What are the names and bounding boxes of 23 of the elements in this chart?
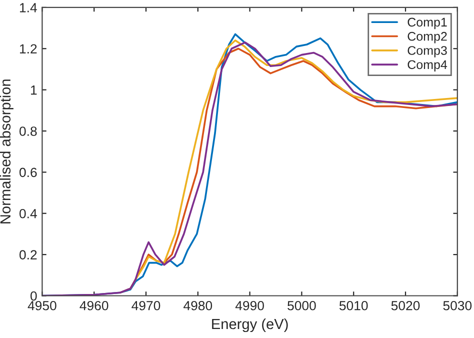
x-axis-title: Energy (eV) — [212, 318, 288, 332]
x-tick-label: 4990 — [235, 300, 264, 310]
y-tick-label: 0.4 — [20, 208, 37, 218]
y-tick-label: 0.2 — [20, 250, 37, 260]
legend-label: Comp3 — [408, 46, 447, 58]
x-tick-label: 4980 — [184, 300, 212, 310]
x-tick-label: 5030 — [443, 300, 472, 310]
y-axis-title: Normalised absorption — [0, 80, 14, 224]
legend-label: Comp1 — [408, 18, 447, 30]
x-tick-label: 4960 — [80, 300, 108, 310]
x-tick-label: 4970 — [132, 300, 160, 310]
y-tick-label: 0 — [30, 291, 37, 301]
x-tick-label: 5000 — [288, 300, 316, 310]
y-tick-label: 0.6 — [20, 168, 37, 178]
legend-label: Comp2 — [408, 32, 447, 44]
x-tick-label: 4950 — [28, 300, 56, 310]
y-tick-label: 0.8 — [20, 126, 37, 136]
y-tick-label: 1.2 — [20, 44, 37, 54]
y-tick-label: 1.4 — [20, 3, 37, 12]
x-tick-label: 5020 — [391, 300, 420, 310]
x-tick-label: 5010 — [339, 300, 368, 310]
legend-label: Comp4 — [408, 60, 448, 72]
y-tick-label: 1 — [30, 86, 37, 95]
